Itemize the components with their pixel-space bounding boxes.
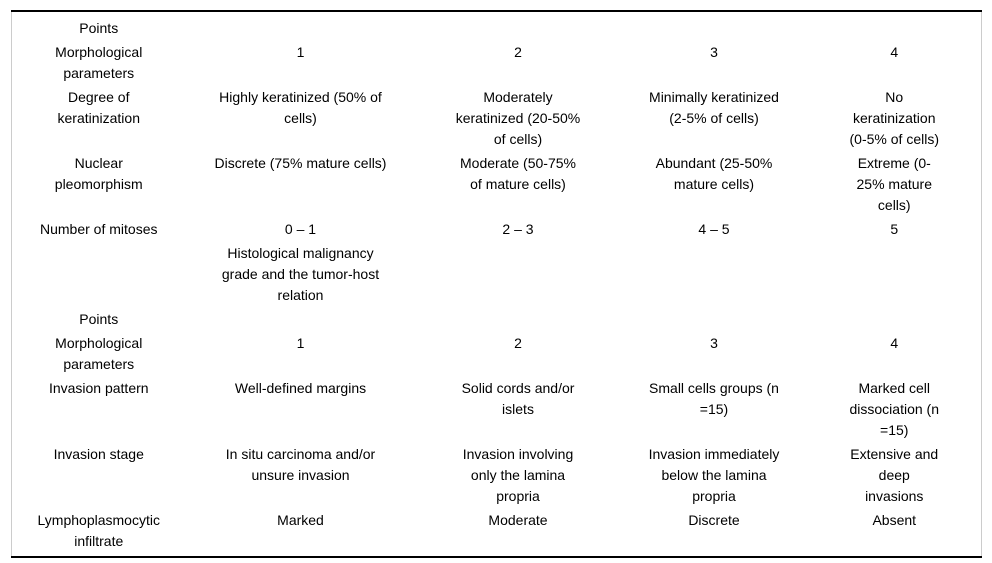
table-row: Lymphoplasmocytic infiltrate Marked Modera… [12, 509, 982, 557]
row-label-cell: Degree of keratinization [57, 89, 141, 126]
row-label-cell [12, 242, 186, 308]
value-cell: Extensive and deep invasions [850, 446, 939, 504]
row-label-cell: Number of mitoses [40, 221, 158, 237]
row-label-cell: Points [79, 20, 119, 36]
row-label-cell: Lymphoplasmocytic infiltrate [37, 512, 160, 549]
table-row: Points [12, 308, 982, 332]
value-cell [416, 11, 621, 41]
value-cell: Well-defined margins [234, 380, 367, 396]
value-cell: Extreme (0- 25% mature cells) [856, 155, 932, 213]
value-cell [621, 11, 808, 41]
value-cell: 1 [296, 44, 305, 60]
table-body: Points Morphological parameters 1 2 3 4 Degree… [12, 11, 982, 557]
value-cell: Histological malignancy grade and the tu… [221, 245, 380, 303]
value-cell: 4 [890, 44, 899, 60]
value-cell: 2 – 3 [502, 221, 534, 237]
histological-grading-table: Points Morphological parameters 1 2 3 4 Degree… [11, 10, 982, 558]
value-cell: 5 [890, 221, 899, 237]
value-cell: Moderate [488, 512, 548, 528]
row-label-cell: Morphological parameters [55, 335, 143, 372]
value-cell: Marked cell dissociation (n =15) [849, 380, 940, 438]
value-cell: 2 [514, 44, 522, 60]
value-cell [416, 308, 621, 332]
value-cell [808, 11, 982, 41]
value-cell: 2 [514, 335, 522, 351]
value-cell [621, 242, 808, 308]
value-cell: Invasion immediately below the lamina pr… [648, 446, 780, 504]
table-row: Invasion pattern Well-defined margins Soli… [12, 377, 982, 443]
value-cell [808, 242, 982, 308]
value-cell: 3 [710, 44, 718, 60]
value-cell: Discrete [688, 512, 740, 528]
table-row: Degree of keratinization Highly keratiniz… [12, 86, 982, 152]
value-cell: Invasion involving only the lamina propr… [462, 446, 574, 504]
value-cell: Abundant (25-50% mature cells) [655, 155, 773, 192]
value-cell: Highly keratinized (50% of cells) [219, 89, 382, 126]
table-row: Nuclear pleomorphism Discrete (75% mature… [12, 152, 982, 218]
row-label-cell: Nuclear pleomorphism [54, 155, 143, 192]
row-label-cell: Morphological parameters [55, 44, 143, 81]
row-label-cell: Invasion stage [53, 446, 144, 462]
value-cell: 0 – 1 [284, 221, 317, 237]
value-cell [808, 308, 982, 332]
value-cell: Small cells groups (n =15) [649, 380, 779, 417]
value-cell: Moderate (50-75% of mature cells) [460, 155, 576, 192]
table-row: Morphological parameters 1 2 3 4 [12, 332, 982, 377]
value-cell [416, 242, 621, 308]
value-cell: Solid cords and/or islets [461, 380, 575, 417]
value-cell: Marked [277, 512, 324, 528]
table-row: Histological malignancy grade and the tu… [12, 242, 982, 308]
row-label-cell: Points [79, 311, 119, 327]
row-label-cell: Invasion pattern [48, 380, 149, 396]
table-row: Morphological parameters 1 2 3 4 [12, 41, 982, 86]
value-cell: Minimally keratinized (2-5% of cells) [649, 89, 779, 126]
value-cell [186, 308, 416, 332]
value-cell: 4 [890, 335, 899, 351]
table-row: Points [12, 11, 982, 41]
table-row: Invasion stage In situ carcinoma and/or u… [12, 443, 982, 509]
value-cell: Moderately keratinized (20-50% of cells) [455, 89, 581, 147]
value-cell [621, 308, 808, 332]
value-cell: Absent [872, 512, 917, 528]
value-cell: 1 [296, 335, 305, 351]
table-row: Number of mitoses 0 – 1 2 – 3 4 – 5 5 [12, 218, 982, 242]
value-cell [186, 11, 416, 41]
value-cell: 3 [710, 335, 718, 351]
value-cell: No keratinization (0-5% of cells) [849, 89, 939, 147]
value-cell: In situ carcinoma and/or unsure invasion [225, 446, 376, 483]
value-cell: Discrete (75% mature cells) [214, 155, 387, 171]
value-cell: 4 – 5 [698, 221, 730, 237]
